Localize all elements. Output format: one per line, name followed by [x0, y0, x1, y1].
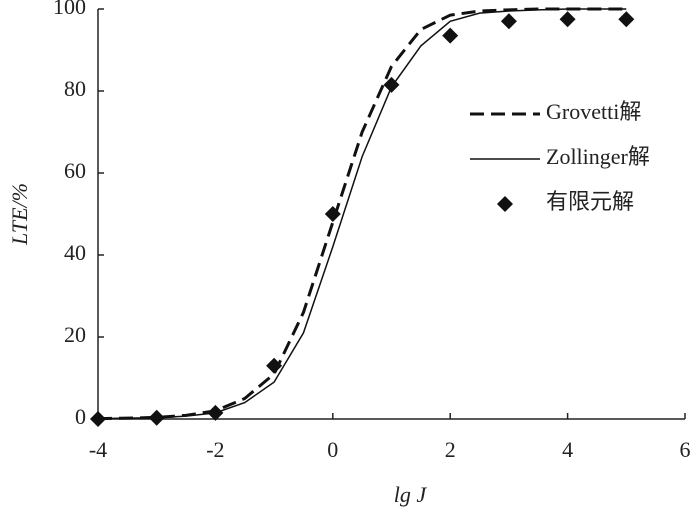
- legend-label: Zollinger解: [546, 144, 650, 169]
- y-tick-label: 100: [53, 0, 86, 19]
- legend-label: 有限元解: [546, 189, 634, 214]
- marker: [148, 409, 165, 426]
- marker: [90, 411, 106, 427]
- legend-marker: [497, 196, 513, 212]
- marker: [207, 404, 224, 421]
- marker: [383, 76, 400, 93]
- x-axis-label: lg J: [394, 482, 428, 507]
- line: [97, 7, 627, 421]
- y-tick-label: 40: [64, 240, 86, 265]
- legend-label: Grovetti解: [546, 99, 641, 124]
- x-tick-label: -4: [89, 437, 107, 462]
- x-tick-label: 2: [445, 437, 456, 462]
- marker: [500, 13, 517, 30]
- marker: [324, 206, 341, 222]
- marker: [266, 357, 283, 374]
- x-tick-label: -2: [206, 437, 224, 462]
- marker: [442, 27, 459, 44]
- marker: [618, 11, 635, 28]
- y-tick-label: 0: [75, 404, 86, 429]
- x-tick-label: 6: [680, 437, 691, 462]
- y-tick-label: 20: [64, 322, 86, 347]
- y-tick-label: 60: [64, 158, 86, 183]
- marker: [559, 11, 576, 28]
- x-tick-label: 4: [562, 437, 573, 462]
- x-tick-label: 0: [327, 437, 338, 462]
- line: [97, 8, 627, 420]
- y-tick-label: 80: [64, 76, 86, 101]
- y-axis-label: LTE/%: [7, 183, 32, 246]
